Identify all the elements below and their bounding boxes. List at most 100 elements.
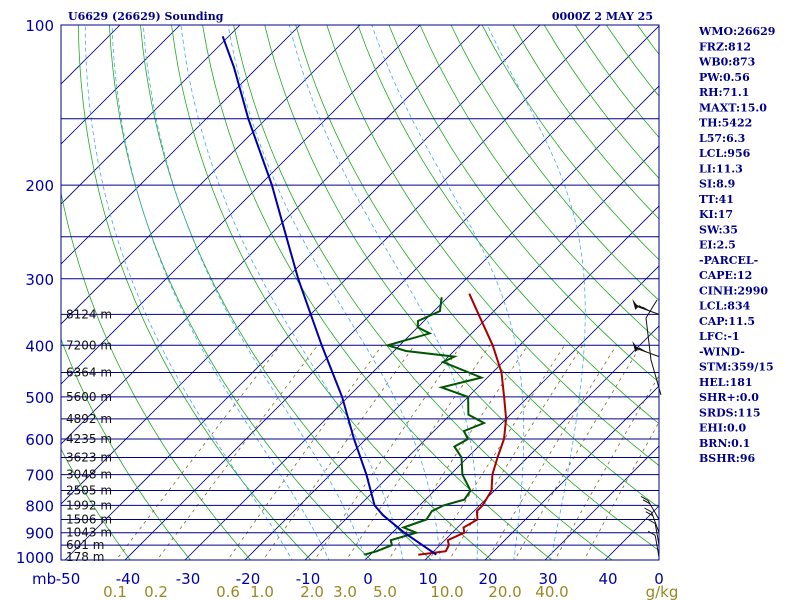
stat-line: KI:17 — [699, 208, 733, 221]
sounding-time: 0000Z 2 MAY 25 — [552, 10, 653, 23]
wind-barb-feather — [645, 511, 654, 517]
moist-adiabat-line — [227, 25, 441, 560]
pressure-tick-label: 700 — [25, 467, 54, 485]
x-axis-unit-label: mb — [32, 570, 56, 588]
mixing-ratio-line — [156, 345, 319, 560]
dry-adiabat-line — [388, 25, 659, 383]
moist-adiabat-line — [371, 25, 525, 560]
mixing-ratio-line — [554, 374, 659, 560]
mixing-ratio-line — [227, 345, 383, 560]
dry-adiabat-line — [481, 25, 659, 261]
mixing-ratio-line — [514, 345, 642, 560]
dry-adiabat-line — [171, 25, 493, 560]
height-label: 4235 m — [66, 432, 112, 446]
stat-line: BSHR:96 — [699, 452, 755, 465]
pressure-tick-label: 1000 — [16, 549, 54, 567]
isotherm-line — [61, 25, 361, 325]
pressure-tick-label: 100 — [25, 17, 54, 35]
moist-adiabat-line — [84, 25, 293, 560]
stat-line: L57:6.3 — [699, 132, 745, 145]
pressure-tick-label: 600 — [25, 431, 54, 449]
wind-barb-feather — [647, 519, 656, 524]
temperature-tick-label: 10 — [418, 570, 437, 588]
wind-barb-feather — [638, 347, 647, 353]
dry-adiabat-line — [233, 25, 613, 560]
mixing-ratio-label: 0.2 — [144, 583, 168, 600]
isotherm-line — [64, 25, 601, 560]
stat-line: SRDS:115 — [699, 406, 761, 419]
stat-line: STM:359/15 — [699, 361, 774, 374]
stat-line: TH:5422 — [699, 117, 752, 130]
mixing-ratio-label: 2.0 — [300, 583, 324, 600]
isotherm-line — [61, 25, 241, 205]
isotherm-line — [61, 25, 481, 445]
isotherm-line — [544, 445, 659, 560]
isotherm-line — [61, 25, 301, 265]
height-label: 5600 m — [66, 390, 112, 404]
parcel-line — [221, 35, 437, 556]
mixing-ratio-label: 3.0 — [333, 583, 357, 600]
mixing-ratio-label: g/kg — [646, 583, 679, 600]
height-label: 1992 m — [66, 498, 112, 512]
stat-line: -WIND- — [699, 345, 745, 358]
wind-barb-feather — [634, 303, 643, 309]
temperature-tick-label: 0 — [363, 570, 373, 588]
moist-adiabat-line — [288, 25, 478, 560]
plot-frame — [60, 24, 660, 561]
stat-line: BRN:0.1 — [699, 437, 750, 450]
stat-line: SI:8.9 — [699, 178, 735, 191]
stat-line: PW:0.56 — [699, 71, 750, 84]
temperature-tick-label: -30 — [176, 570, 201, 588]
temperature-tick-label: 0 — [654, 570, 664, 588]
stat-line: TT:41 — [699, 193, 734, 206]
temperature-tick-label: 30 — [538, 570, 557, 588]
isotherm-line — [61, 25, 541, 505]
height-label: 8124 m — [66, 307, 112, 321]
pressure-tick-label: 400 — [25, 337, 54, 355]
height-label: 6364 m — [66, 366, 112, 380]
moist-adiabat-line — [486, 25, 586, 560]
isotherm-line — [364, 265, 659, 560]
height-label: 1506 m — [66, 513, 112, 527]
temperature-line — [418, 293, 508, 556]
stat-line: WMO:26629 — [698, 25, 775, 38]
dewpoint-line — [364, 297, 487, 556]
pressure-tick-label: 900 — [25, 525, 54, 543]
height-label: 3048 m — [66, 468, 112, 482]
height-label: 178 m — [66, 550, 104, 564]
isotherm-line — [184, 85, 659, 560]
temperature-tick-label: -10 — [296, 570, 321, 588]
mixing-ratio-line — [486, 345, 617, 560]
pressure-tick-label: 800 — [25, 497, 54, 515]
stat-line: EHI:0.0 — [699, 422, 746, 435]
wind-barb-feather — [640, 495, 649, 501]
temperature-tick-label: -40 — [116, 570, 141, 588]
stat-line: RH:71.1 — [699, 86, 749, 99]
height-label: 3623 m — [66, 451, 112, 465]
isotherm-line — [484, 385, 659, 560]
temperature-tick-label: -50 — [56, 570, 81, 588]
mixing-ratio-label: 20.0 — [488, 583, 521, 600]
wind-barb-feather — [634, 345, 643, 351]
dry-adiabat-line — [450, 25, 659, 301]
isotherm-line — [61, 25, 421, 385]
stat-line: MAXT:15.0 — [699, 101, 767, 114]
height-label: 2505 m — [66, 484, 112, 498]
stat-line: EI:2.5 — [699, 239, 736, 252]
dry-adiabat-line — [295, 25, 659, 509]
stat-line: CINH:2990 — [699, 284, 768, 297]
wind-barb-feather — [642, 499, 651, 505]
grid-layer — [61, 25, 659, 560]
stat-line: SHR+:0.0 — [699, 391, 759, 404]
pressure-tick-label: 500 — [25, 389, 54, 407]
stat-line: HEL:181 — [699, 376, 753, 389]
temperature-tick-label: 20 — [478, 570, 497, 588]
stat-line: WB0:873 — [698, 56, 755, 69]
station-title: U6629 (26629) Sounding — [68, 10, 224, 23]
stat-line: LCL:956 — [699, 147, 751, 160]
mixing-ratio-line — [314, 345, 462, 560]
temperature-tick-label: 40 — [598, 570, 617, 588]
